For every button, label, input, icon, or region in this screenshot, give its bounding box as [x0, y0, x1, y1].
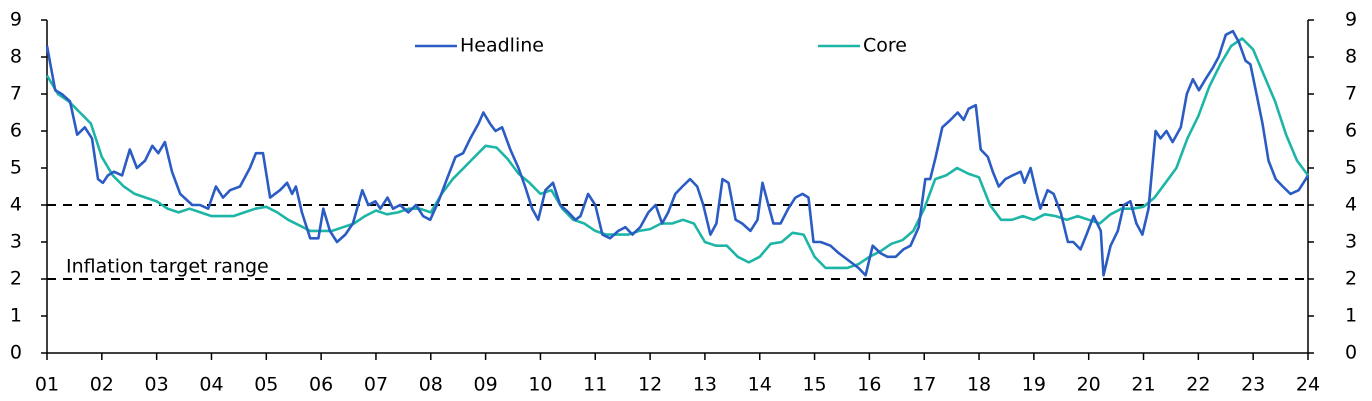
y2-tick-label: 6 [1345, 120, 1357, 142]
y2-tick-label: 9 [1345, 9, 1357, 31]
y-tick-label: 3 [10, 231, 22, 253]
series-line [45, 37, 1310, 270]
legend-label: Headline [460, 35, 544, 57]
x-tick-label: 01 [35, 374, 59, 396]
y2-tick-label: 0 [1345, 342, 1357, 364]
x-tick-label: 22 [1186, 374, 1210, 396]
x-tick-label: 10 [528, 374, 552, 396]
y2-tick-label: 2 [1345, 268, 1357, 290]
y2-tick-label: 8 [1345, 46, 1357, 68]
x-tick-label: 17 [912, 374, 936, 396]
y-tick-label: 2 [10, 268, 22, 290]
x-tick-label: 12 [638, 374, 662, 396]
x-tick-label: 02 [90, 374, 114, 396]
y-tick-label: 6 [10, 120, 22, 142]
x-tick-label: 07 [364, 374, 388, 396]
x-tick-label: 04 [199, 374, 223, 396]
x-tick-label: 24 [1296, 374, 1320, 396]
x-tick-label: 09 [474, 374, 498, 396]
x-tick-label: 15 [802, 374, 826, 396]
y-tick-label: 5 [10, 157, 22, 179]
x-tick-label: 18 [967, 374, 991, 396]
y2-tick-label: 5 [1345, 157, 1357, 179]
x-tick-label: 16 [857, 374, 881, 396]
y2-tick-label: 1 [1345, 305, 1357, 327]
x-tick-label: 19 [1022, 374, 1046, 396]
y-tick-label: 8 [10, 46, 22, 68]
y2-tick-label: 7 [1345, 83, 1357, 105]
x-tick-label: 08 [419, 374, 443, 396]
y-tick-label: 1 [10, 305, 22, 327]
x-tick-label: 20 [1077, 374, 1101, 396]
x-tick-label: 21 [1131, 374, 1155, 396]
legend-label: Core [863, 35, 907, 57]
y-tick-label: 9 [10, 9, 22, 31]
series-line [45, 29, 1310, 277]
y2-tick-label: 4 [1345, 194, 1357, 216]
x-tick-label: 23 [1241, 374, 1265, 396]
x-tick-label: 05 [254, 374, 278, 396]
x-tick-label: 14 [748, 374, 772, 396]
x-tick-label: 03 [145, 374, 169, 396]
y2-tick-label: 3 [1345, 231, 1357, 253]
x-tick-label: 06 [309, 374, 333, 396]
y-tick-label: 0 [10, 342, 22, 364]
y-tick-label: 4 [10, 194, 22, 216]
x-tick-label: 13 [693, 374, 717, 396]
y-tick-label: 7 [10, 83, 22, 105]
x-tick-label: 11 [583, 374, 607, 396]
annotation: Inflation target range [66, 256, 269, 278]
